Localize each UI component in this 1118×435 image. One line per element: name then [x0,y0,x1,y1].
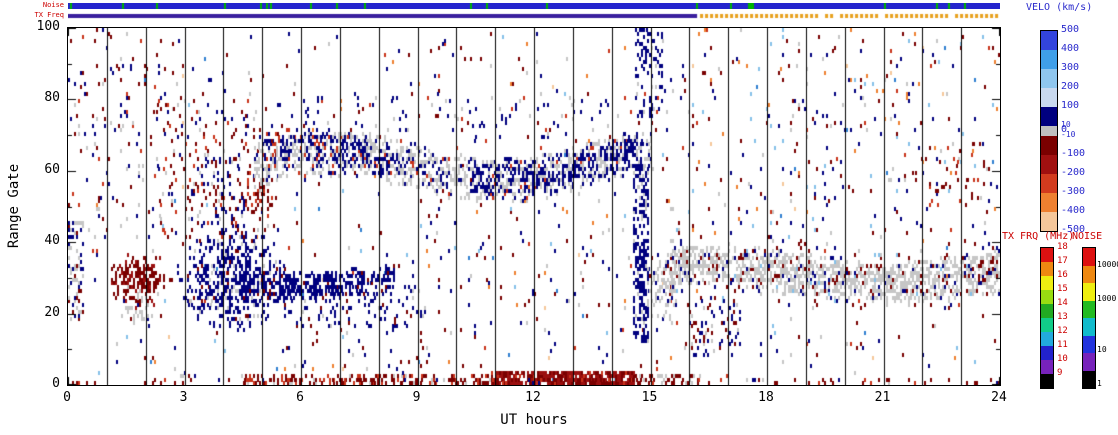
y-tick-label: 60 [44,161,60,177]
txfrq-bar-segment [1041,248,1053,262]
txfrq-bar-segment [1041,374,1053,388]
velo-bar-segment [1041,88,1057,107]
noise-bar-segment [1083,370,1095,388]
txfrq-tick-label: 9 [1057,368,1063,378]
velo-bar-segment [1041,193,1057,212]
txfrq-tick-label: 11 [1057,340,1068,350]
velo-bar-segment [1041,126,1057,136]
velo-tick-label: -400 [1061,205,1086,216]
velo-tick-label: 500 [1061,24,1080,35]
velo-colorbar [1040,30,1058,232]
noise-tick-label: 10000 [1097,260,1118,269]
velo-colorbar-title: VELO (km/s) [1026,2,1093,13]
velo-tick-label: -100 [1061,148,1086,159]
txfrq-bar-segment [1041,276,1053,290]
noise-bar-segment [1083,318,1095,336]
noise-bar-segment [1083,353,1095,371]
velo-tick-label: 100 [1061,100,1080,111]
x-axis-label: UT hours [500,412,568,428]
noise-indicator-strip [68,3,1000,9]
velo-tick-label: 200 [1061,81,1080,92]
noise-tick-label: 10 [1097,345,1107,354]
noise-colorbar [1082,247,1096,389]
velo-bar-segment [1041,31,1057,50]
y-axis-label: Range Gate [6,163,22,249]
txfrq-tick-label: 16 [1057,270,1068,280]
noise-colorbar-title: NOISE [1072,231,1103,242]
velo-tick-label: 10 [1061,120,1071,129]
velo-tick-label: 300 [1061,62,1080,73]
velo-tick-label: 0 [1061,124,1068,135]
txfrq-tick-label: 14 [1057,298,1068,308]
y-tick-label: 0 [52,376,60,391]
noise-strip-label: Noise [42,1,64,9]
txfrq-tick-label: 15 [1057,284,1068,294]
velo-bar-segment [1041,155,1057,174]
x-tick-label: 24 [991,390,1007,405]
txfrq-bar-segment [1041,262,1053,276]
noise-bar-segment [1083,283,1095,301]
x-tick-label: 3 [179,390,188,405]
txfrq-bar-segment [1041,304,1053,318]
txfrq-tick-label: 10 [1057,354,1068,364]
txfrq-bar-segment [1041,360,1053,374]
velo-bar-segment [1041,136,1057,155]
velo-tick-label: -500 [1061,224,1086,235]
txfrq-bar-segment [1041,318,1053,332]
x-tick-label: 15 [641,390,658,405]
noise-bar-segment [1083,335,1095,353]
velo-bar-segment [1041,69,1057,88]
txfrq-tick-label: 13 [1057,312,1068,322]
y-tick-label: 20 [44,304,60,320]
x-tick-label: 12 [525,390,541,405]
txfrq-bar-segment [1041,346,1053,360]
noise-bar-segment [1083,265,1095,283]
x-tick-label: 6 [296,390,304,405]
txfrq-bar-segment [1041,332,1053,346]
txfrq-bar-segment [1041,290,1053,304]
noise-tick-label: 1000 [1097,294,1117,303]
txfreq-strip-label: TX Freq [34,11,64,19]
noise-tick-label: 1 [1097,379,1102,388]
plot-area [67,27,1001,386]
velo-bar-segment [1041,50,1057,69]
x-tick-label: 9 [412,390,421,405]
y-tick-label: 40 [44,233,60,249]
velo-tick-label: 400 [1061,43,1080,54]
x-tick-label: 0 [63,390,71,405]
noise-bar-segment [1083,300,1095,318]
x-tick-label: 21 [874,390,891,405]
txfreq-indicator-strip [68,13,1000,19]
txfrq-tick-label: 17 [1057,256,1068,266]
velo-tick-label: -10 [1061,130,1076,139]
noise-bar-segment [1083,248,1095,266]
velo-bar-segment [1041,107,1057,126]
txfrq-tick-label: 12 [1057,326,1068,336]
velo-tick-label: -300 [1061,186,1086,197]
txfrq-colorbar-title: TX FRQ (MHz) [1002,231,1075,242]
x-tick-label: 18 [758,390,774,405]
velo-bar-segment [1041,174,1057,193]
velo-bar-segment [1041,212,1057,231]
velocity-heatmap-canvas [68,28,1000,385]
txfrq-tick-label: 18 [1057,242,1068,252]
txfrq-colorbar [1040,247,1054,389]
velo-tick-label: -200 [1061,167,1086,178]
y-tick-label: 80 [44,90,60,106]
y-tick-label: 100 [36,19,60,34]
